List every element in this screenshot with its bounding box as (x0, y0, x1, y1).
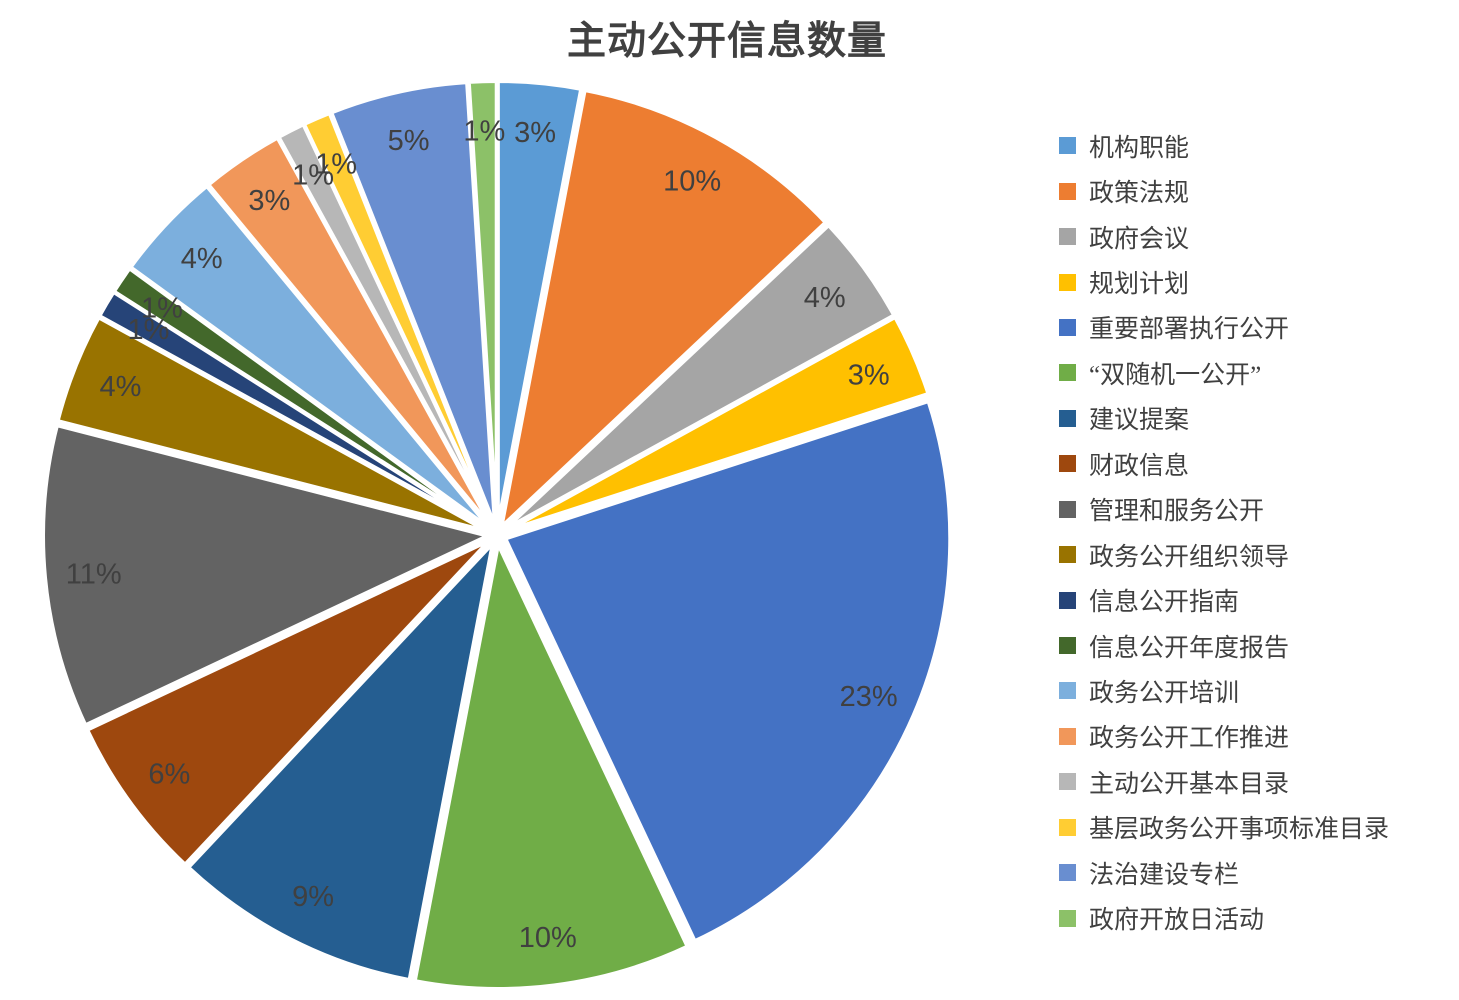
legend-label: 重要部署执行公开 (1089, 316, 1290, 344)
chart-legend: 机构职能政策法规政府会议规划计划重要部署执行公开 “双随机一公开” 建议提案财政信息… (1059, 123, 1389, 941)
legend-label: 管理和服务公开 (1089, 498, 1265, 526)
legend-item-8: 财政信息 (1059, 441, 1389, 486)
legend-item-2: 政策法规 (1059, 168, 1389, 213)
legend-label: 法治建设专栏 (1089, 861, 1240, 889)
pie-slice-6 (412, 541, 690, 991)
legend-swatch-icon (1059, 682, 1076, 700)
pie-slice-2 (499, 88, 828, 530)
legend-item-5: 重要部署执行公开 (1059, 305, 1389, 350)
legend-item-1: 机构职能 (1059, 123, 1389, 168)
slice-label-2: 10% (663, 165, 721, 197)
slice-label-18: 1% (463, 115, 505, 147)
legend-label: 信息公开年度报告 (1089, 634, 1290, 662)
legend-label: 信息公开指南 (1089, 589, 1240, 617)
legend-item-10: 政务公开组织领导 (1059, 532, 1389, 577)
slice-label-8: 6% (148, 758, 190, 790)
legend-swatch-icon (1059, 773, 1076, 791)
pie-slice-4 (503, 315, 931, 534)
legend-item-17: 法治建设专栏 (1059, 850, 1389, 895)
legend-item-3: 政府会议 (1059, 214, 1389, 259)
pie-slice-8 (85, 538, 492, 867)
slice-label-1: 3% (514, 117, 556, 149)
slice-label-17: 5% (388, 125, 430, 157)
legend-item-7: 建议提案 (1059, 396, 1389, 441)
legend-item-11: 信息公开指南 (1059, 577, 1389, 622)
legend-label: 主动公开基本目录 (1089, 770, 1290, 798)
legend-swatch-icon (1059, 500, 1076, 518)
legend-item-12: 信息公开年度报告 (1059, 623, 1389, 668)
slice-label-14: 3% (248, 185, 290, 217)
pie-slice-18 (466, 79, 499, 528)
slice-label-15: 1% (292, 159, 334, 191)
legend-swatch-icon (1059, 909, 1076, 927)
legend-label: 政府会议 (1089, 225, 1190, 253)
slice-label-7: 9% (292, 881, 334, 913)
legend-item-9: 管理和服务公开 (1059, 487, 1389, 532)
legend-item-4: 规划计划 (1059, 259, 1389, 304)
chart-title: 主动公开信息数量 (566, 20, 888, 63)
legend-swatch-icon (1059, 637, 1076, 655)
legend-item-6: “双随机一公开” (1059, 350, 1389, 395)
legend-swatch-icon (1059, 591, 1076, 609)
legend-label: 政务公开培训 (1089, 679, 1240, 707)
legend-item-14: 政务公开工作推进 (1059, 714, 1389, 759)
legend-label: “双随机一公开” (1089, 361, 1262, 389)
slice-label-13: 4% (181, 243, 223, 275)
legend-swatch-icon (1059, 182, 1076, 200)
legend-item-13: 政务公开培训 (1059, 668, 1389, 713)
legend-swatch-icon (1059, 137, 1076, 155)
slice-label-6: 10% (519, 922, 577, 954)
slice-label-11: 1% (127, 314, 169, 346)
legend-swatch-icon (1059, 546, 1076, 564)
slice-label-9: 11% (66, 558, 122, 590)
legend-swatch-icon (1059, 228, 1076, 246)
legend-swatch-icon (1059, 864, 1076, 882)
slice-label-16: 1% (315, 148, 357, 180)
pie-slice-3 (502, 223, 897, 532)
legend-label: 政务公开组织领导 (1089, 543, 1290, 571)
legend-swatch-icon (1059, 818, 1076, 836)
legend-swatch-icon (1059, 364, 1076, 382)
slice-label-12: 1% (141, 292, 183, 324)
legend-label: 基层政务公开事项标准目录 (1089, 816, 1390, 844)
legend-item-15: 主动公开基本目录 (1059, 759, 1389, 804)
legend-item-18: 政府开放日活动 (1059, 895, 1389, 940)
pie-slice-9 (41, 423, 491, 728)
legend-label: 政府开放日活动 (1089, 907, 1265, 935)
legend-label: 财政信息 (1089, 452, 1190, 480)
legend-swatch-icon (1059, 455, 1076, 473)
pie-slice-5 (503, 399, 953, 944)
legend-swatch-icon (1059, 727, 1076, 745)
legend-item-16: 基层政务公开事项标准目录 (1059, 805, 1389, 850)
legend-label: 政务公开工作推进 (1089, 725, 1290, 753)
legend-swatch-icon (1059, 273, 1076, 291)
slice-label-4: 3% (848, 359, 890, 391)
legend-label: 建议提案 (1089, 407, 1190, 435)
slice-label-3: 4% (804, 282, 846, 314)
legend-label: 规划计划 (1089, 271, 1190, 299)
legend-label: 政策法规 (1089, 180, 1190, 208)
pie-slice-7 (186, 541, 495, 983)
legend-swatch-icon (1059, 318, 1076, 336)
pie-slice-13 (128, 183, 493, 531)
slice-label-5: 23% (840, 681, 898, 713)
legend-swatch-icon (1059, 409, 1076, 427)
slice-label-10: 4% (99, 371, 141, 403)
legend-label: 机构职能 (1089, 134, 1190, 162)
